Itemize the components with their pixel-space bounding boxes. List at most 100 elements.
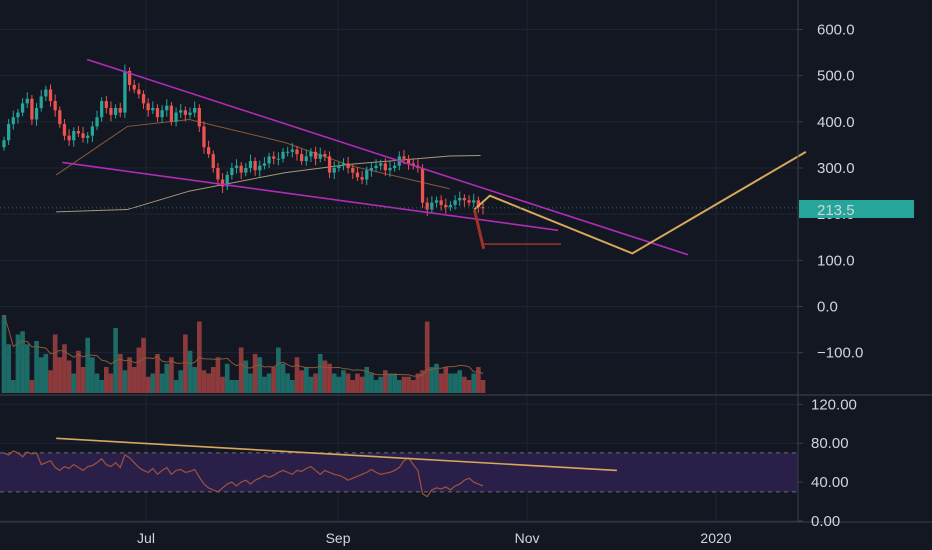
candle[interactable] xyxy=(272,151,276,165)
candle[interactable] xyxy=(248,154,253,173)
candle[interactable] xyxy=(337,161,341,172)
candle[interactable] xyxy=(304,149,308,166)
candle[interactable] xyxy=(7,119,11,145)
candle[interactable] xyxy=(11,110,15,130)
candle[interactable] xyxy=(300,149,304,165)
candle[interactable] xyxy=(406,155,411,170)
candle[interactable] xyxy=(118,102,122,118)
candle[interactable] xyxy=(318,147,322,163)
projection-line[interactable] xyxy=(473,150,807,255)
candle[interactable] xyxy=(379,159,383,171)
candle[interactable] xyxy=(239,161,243,180)
candle[interactable] xyxy=(309,148,313,162)
candlesticks[interactable] xyxy=(2,64,485,217)
candle[interactable] xyxy=(286,146,290,157)
time-axis[interactable]: Jul Sep Nov 2020 xyxy=(137,530,732,546)
candle[interactable] xyxy=(323,150,327,162)
candle[interactable] xyxy=(234,159,239,174)
candle[interactable] xyxy=(30,95,34,126)
candle[interactable] xyxy=(341,158,346,171)
candle[interactable] xyxy=(355,167,360,181)
candle[interactable] xyxy=(360,170,364,185)
candle[interactable] xyxy=(346,156,350,174)
candle[interactable] xyxy=(439,195,443,211)
upper-trendline[interactable] xyxy=(86,58,689,256)
candle[interactable] xyxy=(20,98,25,117)
candle[interactable] xyxy=(383,158,387,176)
candle[interactable] xyxy=(67,129,71,146)
candle[interactable] xyxy=(155,104,160,122)
candle[interactable] xyxy=(160,105,164,123)
candle[interactable] xyxy=(2,136,6,151)
candle[interactable] xyxy=(230,162,234,180)
candle[interactable] xyxy=(420,164,425,209)
candle[interactable] xyxy=(193,101,197,118)
candle[interactable] xyxy=(174,107,178,127)
candle[interactable] xyxy=(332,161,336,180)
candle[interactable] xyxy=(34,102,39,126)
candle[interactable] xyxy=(211,150,215,173)
candle[interactable] xyxy=(137,83,141,99)
candle[interactable] xyxy=(453,195,457,210)
candle[interactable] xyxy=(16,108,20,124)
candle[interactable] xyxy=(481,202,485,215)
candle[interactable] xyxy=(104,95,108,114)
candle[interactable] xyxy=(183,106,187,122)
candle[interactable] xyxy=(72,127,76,147)
candle[interactable] xyxy=(132,79,136,94)
drop-projection-line[interactable] xyxy=(472,209,486,250)
candle[interactable] xyxy=(351,164,355,180)
candle[interactable] xyxy=(458,191,462,206)
candle[interactable] xyxy=(467,195,471,207)
candle[interactable] xyxy=(76,125,81,138)
candle[interactable] xyxy=(179,103,183,119)
candle[interactable] xyxy=(206,140,211,158)
candle[interactable] xyxy=(95,110,99,131)
candle[interactable] xyxy=(313,146,318,166)
candle[interactable] xyxy=(434,196,439,208)
candle[interactable] xyxy=(448,201,453,211)
candle[interactable] xyxy=(253,157,257,176)
candle[interactable] xyxy=(169,101,174,126)
candle[interactable] xyxy=(290,143,294,158)
rsi-trendline[interactable] xyxy=(56,437,617,472)
candle[interactable] xyxy=(258,160,262,177)
candle[interactable] xyxy=(81,126,85,143)
candle[interactable] xyxy=(197,104,201,132)
candle[interactable] xyxy=(244,162,248,177)
candle[interactable] xyxy=(62,119,67,141)
candle[interactable] xyxy=(411,158,415,170)
candle[interactable] xyxy=(267,152,271,168)
candle[interactable] xyxy=(276,152,281,166)
candle[interactable] xyxy=(327,151,332,179)
candle[interactable] xyxy=(188,107,192,119)
candle[interactable] xyxy=(113,104,118,119)
candle[interactable] xyxy=(48,84,53,107)
candle[interactable] xyxy=(393,161,397,172)
candle[interactable] xyxy=(281,148,285,163)
candle[interactable] xyxy=(374,159,378,172)
candle[interactable] xyxy=(86,131,90,144)
candle[interactable] xyxy=(44,85,48,102)
candle[interactable] xyxy=(444,198,448,214)
rsi-axis[interactable]: 120.00 80.00 40.00 0.00 xyxy=(798,396,857,530)
candle[interactable] xyxy=(127,67,132,92)
candle[interactable] xyxy=(90,121,94,143)
candle[interactable] xyxy=(430,196,434,214)
candle[interactable] xyxy=(225,171,229,191)
candle[interactable] xyxy=(53,94,57,117)
candle[interactable] xyxy=(472,193,476,208)
candle[interactable] xyxy=(220,173,225,193)
candle[interactable] xyxy=(109,101,113,122)
candle[interactable] xyxy=(151,101,155,114)
candle[interactable] xyxy=(58,106,62,128)
projection-path[interactable] xyxy=(0,150,807,255)
candle[interactable] xyxy=(141,90,146,109)
candle[interactable] xyxy=(365,166,369,186)
candle[interactable] xyxy=(165,99,169,117)
candle[interactable] xyxy=(388,161,392,177)
candle[interactable] xyxy=(202,121,206,154)
candle[interactable] xyxy=(100,97,104,122)
candle[interactable] xyxy=(25,92,29,108)
